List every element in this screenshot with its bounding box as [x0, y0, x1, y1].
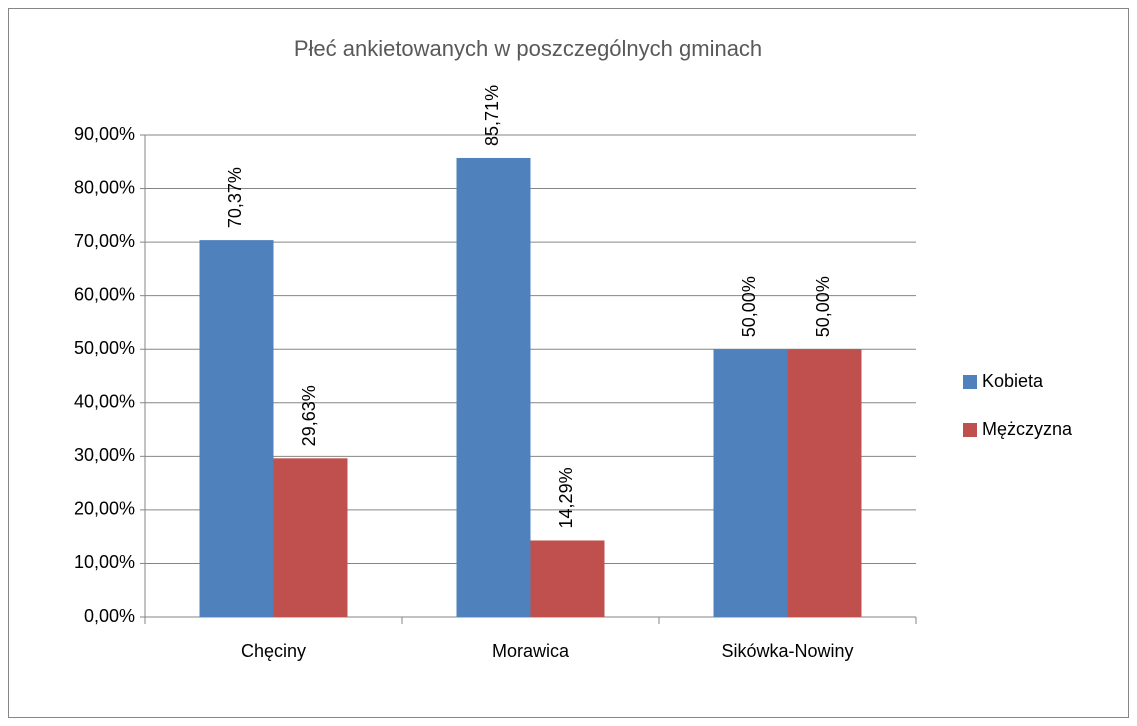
- y-tick-label: 60,00%: [74, 284, 135, 304]
- y-tick-label: 70,00%: [74, 231, 135, 251]
- bar: [713, 349, 788, 617]
- data-label: 29,63%: [299, 385, 319, 446]
- y-tick-label: 0,00%: [84, 606, 135, 626]
- x-tick-label: Sikówka-Nowiny: [721, 641, 853, 661]
- bar: [456, 157, 531, 617]
- bar: [530, 540, 605, 617]
- data-label: 50,00%: [813, 276, 833, 337]
- y-tick-label: 80,00%: [74, 177, 135, 197]
- data-label: 70,37%: [225, 167, 245, 228]
- x-tick-label: Morawica: [492, 641, 570, 661]
- bar: [787, 349, 862, 617]
- y-tick-label: 30,00%: [74, 445, 135, 465]
- data-label: 14,29%: [556, 467, 576, 528]
- legend-swatch: [963, 423, 977, 437]
- legend-swatch: [963, 375, 977, 389]
- data-label: 85,71%: [482, 85, 502, 146]
- bar: [199, 240, 274, 617]
- y-tick-label: 50,00%: [74, 338, 135, 358]
- y-tick-label: 40,00%: [74, 392, 135, 412]
- chart-title: Płeć ankietowanych w poszczególnych gmin…: [294, 36, 762, 61]
- legend-label: Kobieta: [982, 371, 1044, 391]
- y-tick-label: 20,00%: [74, 499, 135, 519]
- data-label: 50,00%: [739, 276, 759, 337]
- bar: [273, 458, 348, 617]
- y-tick-label: 90,00%: [74, 124, 135, 144]
- legend-label: Mężczyzna: [982, 419, 1073, 439]
- x-tick-label: Chęciny: [241, 641, 306, 661]
- y-tick-label: 10,00%: [74, 552, 135, 572]
